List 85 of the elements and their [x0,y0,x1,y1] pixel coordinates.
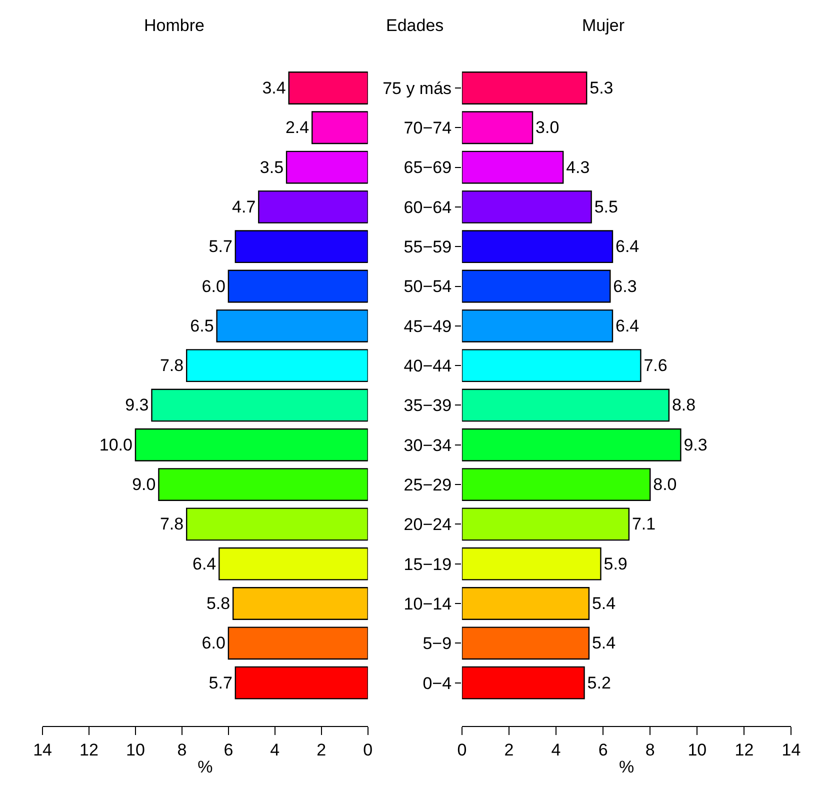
x-tick-label: 0 [457,740,467,760]
bar [312,111,368,144]
data-label: 6.0 [202,276,226,296]
data-label: 3.4 [262,78,286,98]
bar [186,508,368,541]
data-label: 2.4 [285,118,310,138]
y-tick-label: 10−14 [404,594,452,614]
x-tick-label: 0 [363,740,373,760]
y-tick-label: 50−54 [404,277,452,296]
bar [286,150,368,184]
y-tick-label: 30−34 [404,436,452,455]
data-label: 6.4 [615,316,640,336]
bar [234,230,368,264]
bar [234,666,368,700]
data-label: 6.4 [615,237,640,256]
data-label: 9.3 [684,435,708,454]
bar [258,190,368,224]
bar [228,270,368,303]
data-label: 5.5 [594,197,618,216]
data-label: 7.6 [644,356,668,376]
chart-title: Mujer [582,16,625,35]
y-tick-label: 70−74 [404,118,452,138]
chart-title: Hombre [144,16,204,35]
data-label: 5.7 [208,673,232,692]
data-label: 5.4 [592,634,616,653]
bar [158,468,368,501]
x-tick-label: 10 [126,740,145,760]
y-tick-label: 45−49 [404,316,452,336]
data-label: 5.2 [587,673,611,692]
data-label: 8.0 [653,475,677,494]
bar [218,547,368,580]
bar [134,428,368,462]
data-label: 5.8 [206,594,230,613]
x-tick-label: 14 [782,740,801,760]
data-label: 5.3 [590,78,614,98]
data-label: 6.0 [202,634,226,653]
bar [216,309,368,342]
data-label: 9.0 [132,475,156,494]
data-label: 3.5 [260,158,284,177]
y-tick-label: 25−29 [404,475,452,494]
data-label: 8.8 [672,396,696,415]
y-tick-label: 15−19 [404,554,452,574]
data-label: 4.7 [232,197,256,216]
bar [228,626,368,660]
data-label: 7.8 [160,514,184,534]
x-tick-label: 6 [224,740,234,760]
data-label: 6.5 [190,316,214,336]
x-tick-label: 12 [80,740,98,760]
data-label: 4.3 [566,158,590,177]
x-tick-label: 4 [551,740,561,760]
y-tick-label: 55−59 [404,238,452,257]
y-tick-label: 5−9 [422,634,452,654]
data-label: 5.7 [208,237,232,256]
x-axis-title: % [198,758,213,777]
data-label: 6.4 [192,554,216,574]
x-tick-label: 12 [734,740,754,760]
data-label: 5.4 [592,594,616,613]
y-tick-label: 75 y más [382,78,452,98]
data-label: 9.3 [125,396,149,415]
data-label: 7.8 [160,356,184,376]
x-tick-label: 2 [316,740,326,760]
data-label: 10.0 [99,435,132,454]
bar [288,72,368,104]
bar [186,349,368,382]
x-tick-label: 4 [270,740,280,760]
y-tick-label: 65−69 [404,158,452,178]
data-label: 5.9 [604,554,628,574]
y-tick-label: 0−4 [422,674,452,693]
x-tick-label: 8 [177,740,187,760]
x-tick-label: 8 [645,740,655,760]
y-tick-label: 20−24 [404,515,452,534]
x-tick-label: 10 [688,740,707,760]
data-label: 7.1 [632,514,656,534]
x-tick-label: 14 [33,740,52,760]
y-tick-label: 60−64 [404,198,452,217]
x-tick-label: 2 [504,740,514,760]
data-label: 3.0 [536,118,560,138]
bar [151,388,368,422]
data-label: 6.3 [613,276,637,296]
y-tick-label: 35−39 [404,396,452,416]
text: Edades [386,16,444,35]
y-tick-label: 40−44 [404,356,452,376]
x-tick-label: 6 [598,740,608,760]
x-axis-title: % [619,758,634,777]
bar [232,587,368,620]
